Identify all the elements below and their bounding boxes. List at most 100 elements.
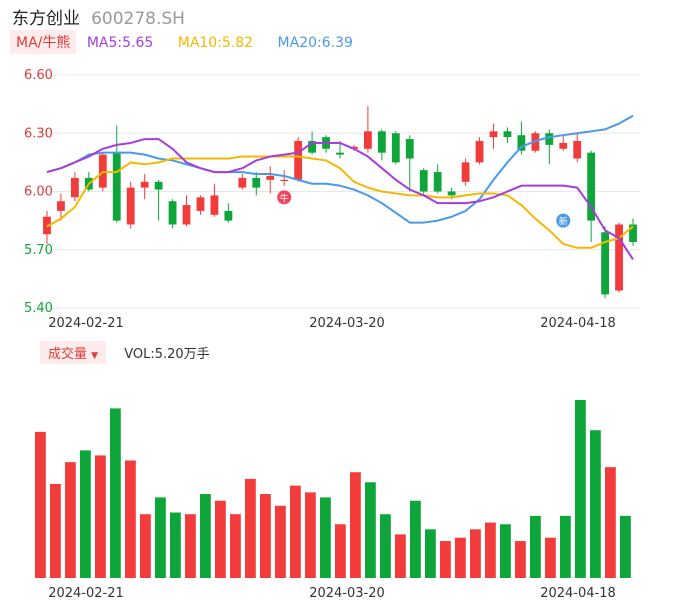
volume-bar (515, 541, 526, 578)
candle-body (57, 201, 65, 211)
ma5-value: MA5:5.65 (86, 35, 154, 51)
volume-bar (410, 500, 421, 578)
new-marker-badge (556, 213, 571, 228)
candle-body (364, 131, 372, 149)
price-x-tick-label: 2024-02-21 (48, 316, 124, 331)
candle-body (70, 177, 79, 198)
stock-header: 东方创业 600278.SH (12, 4, 185, 29)
candle-body (573, 141, 582, 159)
candle-body (182, 205, 191, 225)
volume-bar (35, 431, 46, 578)
volume-bar (230, 514, 241, 578)
candle-body (238, 177, 247, 188)
volume-value: VOL:5.20万手 (124, 347, 210, 362)
ma-toggle-button[interactable]: MA/牛熊 (10, 30, 77, 54)
ma5-line (46, 138, 634, 261)
volume-x-tick-label: 2024-02-21 (48, 586, 124, 601)
candle-body (280, 179, 289, 182)
volume-bar (560, 515, 571, 578)
volume-bar (470, 529, 481, 578)
candle-body (517, 135, 526, 151)
volume-bar (155, 497, 166, 578)
volume-bar (350, 472, 361, 578)
volume-indicator-row: 成交量 ▼ VOL:5.20万手 (40, 341, 210, 364)
volume-bar (260, 494, 271, 578)
price-tick-label: 6.00 (24, 185, 53, 200)
volume-bar (290, 485, 301, 578)
candle-body (266, 175, 275, 180)
candle-body (461, 162, 470, 182)
price-tick-label: 5.70 (24, 243, 53, 258)
volume-bar (605, 467, 616, 578)
candle-body (391, 133, 400, 163)
volume-bar (185, 514, 196, 578)
volume-bar (125, 460, 136, 578)
volume-bar (320, 497, 331, 578)
price-x-tick-label: 2024-03-20 (309, 316, 385, 331)
price-tick-label: 6.60 (24, 68, 53, 83)
stock-code: 600278.SH (91, 9, 185, 29)
candle-body (615, 224, 623, 291)
price-tick-label: 5.40 (24, 301, 53, 316)
ma-indicator-row: MA/牛熊 MA5:5.65 MA10:5.82 MA20:6.39 (10, 30, 373, 54)
candle-body (601, 232, 610, 295)
volume-bar (140, 514, 151, 578)
candle-body (196, 197, 205, 211)
volume-bar (440, 541, 451, 578)
candle-body (489, 131, 498, 138)
candle-body (503, 131, 512, 138)
candle-body (168, 201, 177, 225)
moving-average-lines (46, 114, 634, 261)
candle-body (336, 152, 344, 155)
volume-selector-label: 成交量 (48, 347, 88, 362)
candle-body (559, 142, 568, 149)
candle-body (545, 133, 554, 145)
candle-body (447, 191, 456, 196)
volume-bar (620, 515, 631, 578)
volume-bar (380, 514, 391, 578)
new-marker-text: 新 (559, 216, 568, 228)
candle-body (112, 152, 121, 221)
candle-body (433, 172, 442, 192)
volume-bar (575, 400, 586, 578)
volume-bar (80, 450, 91, 578)
candle-body (629, 224, 637, 242)
volume-bar (65, 462, 76, 578)
triangle-down-icon: ▼ (91, 351, 99, 361)
ma10-line (46, 155, 634, 249)
ma20-value: MA20:6.39 (277, 35, 353, 51)
volume-bar (275, 505, 286, 578)
bull-marker-badge (277, 190, 292, 205)
volume-bar (215, 500, 226, 578)
volume-selector-button[interactable]: 成交量 ▼ (40, 341, 107, 364)
candle-body (224, 210, 233, 221)
bull-marker: 牛 (277, 190, 292, 205)
volume-bar (245, 478, 256, 578)
volume-bar (590, 430, 601, 578)
volume-bar (425, 529, 436, 578)
volume-x-tick-label: 2024-03-20 (309, 586, 385, 601)
candle-body (126, 187, 135, 225)
volume-bar (365, 482, 376, 578)
candle-body (419, 170, 428, 192)
candle-body (587, 152, 596, 221)
candlestick-series (43, 106, 637, 299)
candle-body (252, 177, 261, 188)
ma20-line (46, 114, 634, 224)
volume-bar (455, 537, 466, 578)
candle-body (475, 141, 484, 163)
new-marker: 新 (556, 213, 571, 228)
price-x-axis: 2024-02-21 2024-03-20 2024-04-18 (48, 316, 616, 331)
volume-bar (545, 537, 556, 578)
candle-body (154, 181, 163, 190)
volume-bar (200, 494, 211, 578)
price-grid (40, 74, 640, 309)
volume-bar (500, 524, 511, 578)
price-x-tick-label: 2024-04-18 (540, 316, 616, 331)
volume-bar (95, 455, 106, 578)
candle-body (405, 139, 414, 159)
price-axis: 6.60 6.30 6.00 5.70 5.40 (24, 68, 53, 316)
volume-bar (395, 534, 406, 578)
bull-marker-text: 牛 (280, 192, 289, 204)
